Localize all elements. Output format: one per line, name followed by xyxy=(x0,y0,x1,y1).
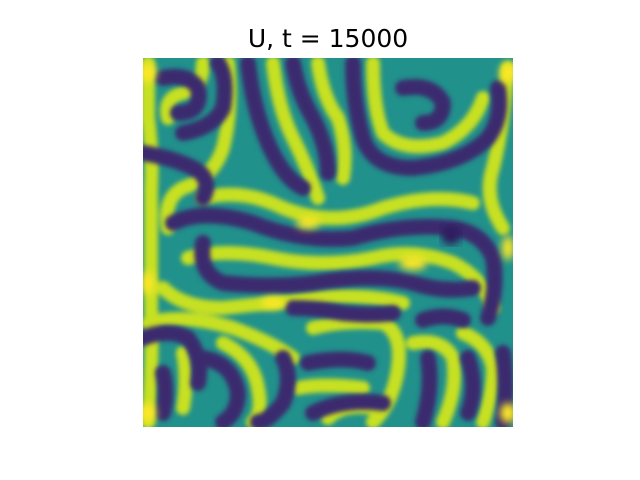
turing-pattern xyxy=(143,58,513,427)
peak-highlights xyxy=(143,63,513,423)
dark-spot xyxy=(441,225,461,245)
concentration-field-image xyxy=(143,58,513,427)
plot-title: U, t = 15000 xyxy=(247,24,409,53)
